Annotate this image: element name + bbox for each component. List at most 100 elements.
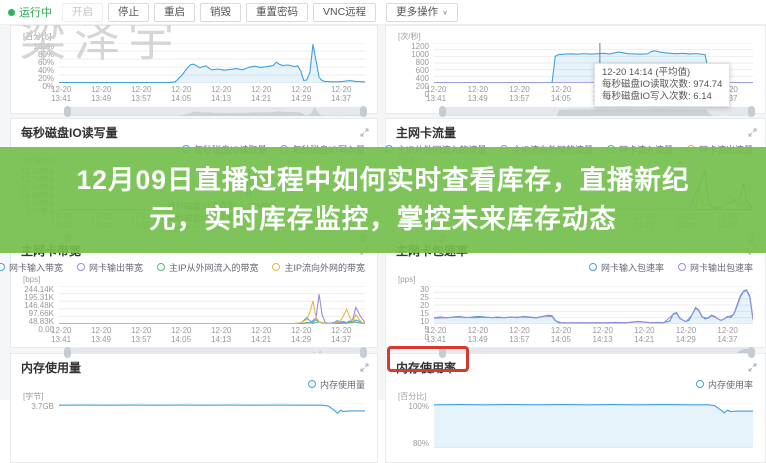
legend-item[interactable]: 网卡输出包速率 [677,261,753,273]
panel-title: 内存使用率 [396,361,457,375]
status-dot-icon [8,8,15,16]
legend-item[interactable]: 内存使用率 [695,378,753,390]
legend: 内存使用率 [386,375,765,390]
x-tick-label: 12-20 14:21 [251,85,272,103]
x-tick-label: 12-20 13:41 [51,85,72,103]
legend-marker-icon [677,263,686,271]
x-tick-label: 12-20 14:05 [171,326,192,344]
legend-item[interactable]: 内存使用量 [307,378,365,390]
y-tick-label: 30 [420,285,429,294]
y-axis: 30 25 20 15 10 5 0 [386,285,434,342]
y-axis-unit: [百分比] [398,392,427,401]
y-axis-unit: [字节] [23,392,44,401]
y-axis: 3.7GB [11,403,59,448]
legend-marker-icon [76,263,85,271]
y-tick-label: 0.00 [38,325,54,334]
legend-marker-icon [272,263,281,271]
x-tick-label: 12-20 14:37 [331,326,352,344]
y-axis: 1200 1000 800 600 400 200 0 [386,43,434,99]
toolbar-button-3[interactable]: 销毁 [200,2,241,22]
y-tick-label: 800 [415,58,429,67]
x-tick-label: 12-20 13:41 [426,85,447,103]
legend: 内存使用量 [11,375,377,390]
y-tick-label: 80% [412,439,429,448]
legend-marker-icon [695,380,704,388]
toolbar-button-5[interactable]: VNC远程 [313,2,377,22]
x-tick-label: 12-20 14:29 [675,326,697,344]
y-tick-label: 20% [37,74,54,83]
legend-label: 主IP流向外网的带宽 [284,262,365,273]
y-tick-label: 97.66K [28,309,54,318]
y-tick-label: 0% [42,82,54,91]
y-tick-label: 15 [420,309,429,318]
x-axis: 12-20 13:41 12-20 13:49 12-20 13:57 12-20 1… [426,326,759,344]
toolbar-button-1[interactable]: 停止 [108,2,149,22]
y-tick-label: 195.31K [24,293,54,302]
x-tick-label: 12-20 14:37 [331,85,352,103]
memory-usage-chart [59,403,365,448]
expand-icon[interactable] [748,128,757,137]
chevron-down-icon: ∨ [442,8,449,16]
panel-title: 每秒磁盘IO读写量 [21,126,118,140]
legend-marker-icon [0,263,5,271]
expand-icon[interactable] [360,363,369,372]
x-axis: 12-20 13:41 12-20 13:49 12-20 13:57 12-20 1… [51,326,371,344]
x-tick-label: 12-20 14:37 [717,326,738,344]
y-tick-label: 48.83K [28,317,54,326]
y-axis-unit: [百分比] [23,32,52,41]
legend-label: 内存使用量 [319,379,365,390]
toolbar-button-2[interactable]: 重启 [154,2,195,22]
x-tick-label: 12-20 14:29 [291,85,312,103]
nic-bandwidth-chart [59,286,365,324]
x-tick-label: 12-20 13:41 [51,326,72,344]
cpu-usage-chart [59,43,365,83]
y-tick-label: 80% [37,50,54,59]
legend-item[interactable]: 网卡输出带宽 [76,261,143,273]
y-tick-label: 20 [420,301,429,310]
memory-utilization-chart [434,403,753,448]
y-axis-unit: [bps] [23,275,41,284]
y-tick-label: 10 [420,317,429,326]
y-tick-label: 5 [424,325,429,334]
panel-title: 主网卡流量 [396,126,457,140]
y-tick-label: 200 [415,82,429,91]
toolbar-button-4[interactable]: 重置密码 [246,2,308,22]
legend-item[interactable]: 主IP流向外网的带宽 [272,261,365,273]
legend-label: 网卡输入包速率 [600,262,664,273]
y-tick-label: 25 [420,293,429,302]
memory-utilization-panel: 内存使用率 内存使用率 [百分比] 100% 80% [385,353,766,463]
nic-packet-rate-chart [434,286,753,324]
chart-brush[interactable] [439,106,755,117]
chart-tooltip: 12-20 14:14 (平均值) 每秒磁盘IO读取次数: 974.74 每秒磁… [594,63,731,107]
y-tick-label: 60% [37,58,54,67]
legend-label: 网卡输出包速率 [689,262,753,273]
banner-line2: 元，实时库存监控，掌控未来库存动态 [149,204,617,234]
y-tick-label: 146.48K [24,301,54,310]
x-tick-label: 12-20 13:49 [91,85,112,103]
y-tick-label: 3.7GB [31,402,54,411]
tooltip-write: 每秒磁盘IO写入次数: 6.14 [602,91,712,102]
x-tick-label: 12-20 14:21 [251,326,272,344]
chart-brush[interactable] [64,106,367,117]
expand-icon[interactable] [748,363,757,372]
x-tick-label: 12-20 14:05 [550,326,572,344]
expand-icon[interactable] [360,128,369,137]
legend-marker-icon [588,263,597,271]
legend-item[interactable]: 网卡输入带宽 [0,261,63,273]
x-tick-label: 12-20 13:57 [131,85,152,103]
x-tick-label: 12-20 14:05 [550,85,572,103]
legend-item[interactable]: 主IP从外网流入的带宽 [156,261,258,273]
tooltip-read: 每秒磁盘IO读取次数: 974.74 [602,79,723,90]
legend-marker-icon [307,380,316,388]
legend-marker-icon [156,263,165,271]
more-actions-button[interactable]: 更多操作 ∨ [386,2,459,22]
legend-item[interactable]: 网卡输入包速率 [588,261,664,273]
y-tick-label: 600 [415,66,429,75]
legend: 网卡输入带宽 网卡输出带宽 主IP从外网流入的带宽 主IP流向外网的带宽 [0,258,377,273]
banner-line1: 12月09日直播过程中如何实时查看库存，直播新纪 [76,165,690,195]
x-tick-label: 12-20 14:29 [291,326,312,344]
x-tick-label: 12-20 13:57 [131,326,152,344]
memory-usage-panel: 内存使用量 内存使用量 [字节] 3.7GB [10,353,378,463]
legend: 网卡输入包速率 网卡输出包速率 [386,258,765,273]
